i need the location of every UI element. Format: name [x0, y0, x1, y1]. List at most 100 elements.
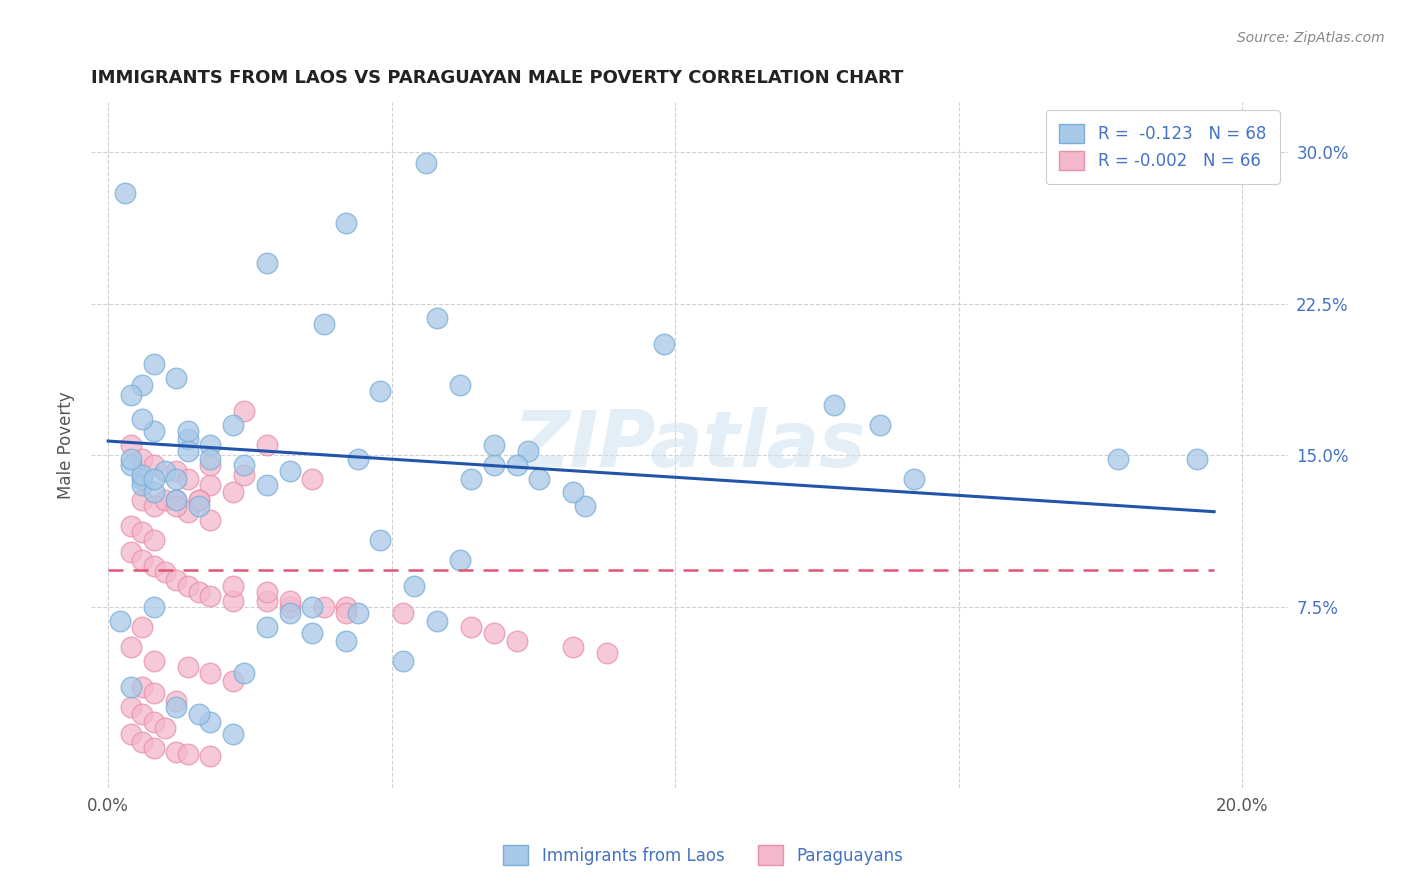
Point: [200, 590, 222, 604]
Point: [187, 492, 209, 507]
Point: [120, 458, 142, 473]
Point: [233, 404, 256, 418]
Point: [131, 478, 153, 492]
Text: Source: ZipAtlas.com: Source: ZipAtlas.com: [1237, 31, 1385, 45]
Point: [176, 579, 198, 593]
Point: [222, 579, 245, 593]
Point: [335, 606, 357, 620]
Point: [823, 398, 845, 412]
Point: [370, 384, 392, 398]
Point: [1185, 452, 1208, 467]
Point: [278, 606, 301, 620]
Point: [176, 444, 198, 458]
Point: [222, 727, 245, 741]
Point: [335, 216, 357, 230]
Point: [256, 478, 278, 492]
Point: [165, 472, 187, 486]
Point: [131, 553, 153, 567]
Point: [120, 640, 142, 654]
Point: [200, 452, 222, 467]
Point: [187, 585, 209, 599]
Point: [131, 377, 153, 392]
Point: [142, 472, 165, 486]
Point: [278, 593, 301, 607]
Point: [165, 492, 187, 507]
Point: [222, 417, 245, 432]
Legend: R =  -0.123   N = 68, R = -0.002   N = 66: R = -0.123 N = 68, R = -0.002 N = 66: [1046, 111, 1279, 184]
Point: [108, 614, 131, 628]
Point: [165, 700, 187, 714]
Text: ZIPatlas: ZIPatlas: [513, 407, 866, 483]
Point: [392, 606, 415, 620]
Point: [256, 620, 278, 634]
Point: [596, 646, 619, 660]
Point: [120, 681, 142, 695]
Point: [529, 472, 551, 486]
Point: [200, 714, 222, 729]
Point: [312, 599, 335, 614]
Point: [176, 747, 198, 761]
Point: [869, 417, 891, 432]
Point: [233, 468, 256, 483]
Point: [153, 566, 176, 580]
Point: [449, 553, 471, 567]
Point: [165, 492, 187, 507]
Point: [233, 666, 256, 681]
Point: [131, 620, 153, 634]
Point: [176, 505, 198, 519]
Point: [301, 599, 323, 614]
Point: [142, 599, 165, 614]
Point: [120, 545, 142, 559]
Point: [482, 458, 505, 473]
Point: [120, 727, 142, 741]
Point: [142, 559, 165, 574]
Point: [278, 464, 301, 478]
Point: [233, 458, 256, 473]
Point: [278, 599, 301, 614]
Point: [426, 614, 449, 628]
Point: [165, 371, 187, 385]
Point: [200, 513, 222, 527]
Point: [131, 412, 153, 426]
Point: [176, 660, 198, 674]
Point: [165, 464, 187, 478]
Point: [200, 478, 222, 492]
Point: [562, 640, 585, 654]
Text: IMMIGRANTS FROM LAOS VS PARAGUAYAN MALE POVERTY CORRELATION CHART: IMMIGRANTS FROM LAOS VS PARAGUAYAN MALE …: [91, 69, 904, 87]
Point: [562, 484, 585, 499]
Point: [176, 472, 198, 486]
Point: [482, 625, 505, 640]
Point: [142, 533, 165, 547]
Point: [131, 735, 153, 749]
Point: [142, 686, 165, 700]
Point: [200, 666, 222, 681]
Point: [165, 499, 187, 513]
Point: [142, 484, 165, 499]
Legend: Immigrants from Laos, Paraguayans: Immigrants from Laos, Paraguayans: [494, 836, 912, 875]
Point: [505, 633, 527, 648]
Point: [120, 700, 142, 714]
Point: [301, 625, 323, 640]
Point: [346, 606, 368, 620]
Point: [200, 458, 222, 473]
Point: [142, 424, 165, 438]
Point: [335, 633, 357, 648]
Point: [1107, 452, 1129, 467]
Point: [187, 706, 209, 721]
Point: [153, 721, 176, 735]
Point: [256, 438, 278, 452]
Point: [187, 499, 209, 513]
Point: [426, 310, 449, 325]
Point: [120, 387, 142, 401]
Point: [165, 694, 187, 708]
Point: [200, 438, 222, 452]
Point: [131, 472, 153, 486]
Y-axis label: Male Poverty: Male Poverty: [58, 392, 75, 499]
Point: [482, 438, 505, 452]
Point: [256, 593, 278, 607]
Point: [222, 593, 245, 607]
Point: [142, 357, 165, 371]
Point: [142, 458, 165, 473]
Point: [131, 452, 153, 467]
Point: [131, 681, 153, 695]
